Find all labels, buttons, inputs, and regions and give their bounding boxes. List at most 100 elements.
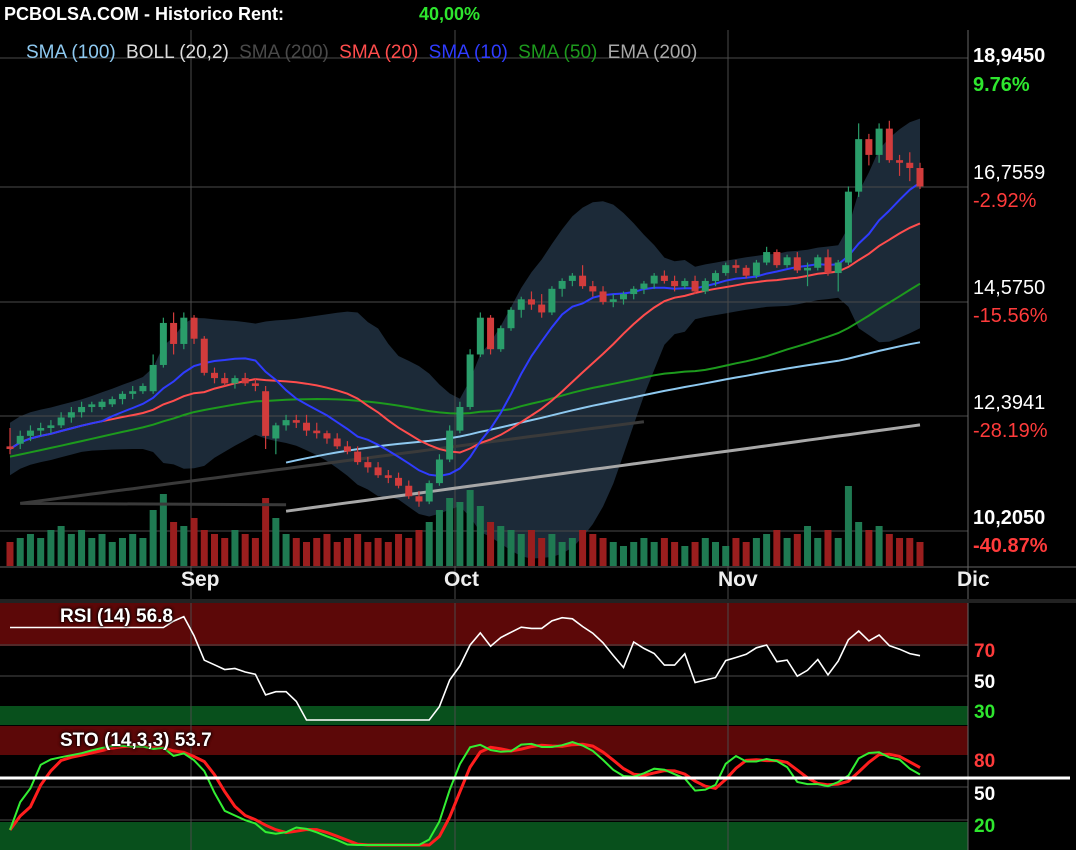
volume-bar — [37, 538, 45, 566]
volume-bar — [517, 534, 525, 566]
volume-bar — [558, 542, 566, 566]
volume-bar — [170, 522, 178, 566]
volume-bar — [814, 538, 822, 566]
candle-body — [773, 252, 781, 266]
candle-body — [384, 475, 392, 478]
volume-bar — [916, 542, 924, 566]
volume-bar — [640, 538, 648, 566]
volume-bar — [425, 522, 433, 566]
sto-k-line — [9, 740, 921, 846]
volume-bar — [804, 526, 812, 566]
volume-bar — [650, 542, 658, 566]
volume-bar — [180, 526, 188, 566]
volume-bar — [149, 510, 157, 566]
candle-body — [609, 299, 617, 302]
sto-level-80: 80 — [974, 751, 996, 772]
candle-body — [57, 417, 65, 426]
volume-bar — [364, 542, 372, 566]
candle-body — [395, 477, 403, 486]
candle-body — [210, 372, 218, 379]
price-tick-1: 16,7559 — [973, 162, 1046, 184]
candle-body — [681, 280, 689, 287]
rsi-title: RSI (14) 56.8 — [60, 606, 173, 627]
volume-bar — [497, 526, 505, 566]
volume-bar — [262, 498, 270, 566]
legend-sma20: SMA (20) — [339, 42, 419, 63]
volume-bar — [292, 538, 300, 566]
volume-bar — [763, 534, 771, 566]
candle-body — [763, 252, 771, 263]
volume-bar — [395, 534, 403, 566]
legend-sma200: SMA (200) — [239, 42, 329, 63]
volume-bar — [57, 526, 65, 566]
candle-body — [855, 139, 863, 192]
legend-ema200: EMA (200) — [607, 42, 698, 63]
candle-body — [732, 265, 740, 268]
candle-body — [405, 485, 413, 497]
candle-body — [885, 128, 893, 161]
candle-body — [834, 262, 842, 274]
volume-bar — [47, 530, 55, 566]
candle-body — [712, 273, 720, 281]
rsi-level-70: 70 — [974, 641, 996, 662]
volume-bar — [507, 530, 515, 566]
volume-bar — [190, 518, 198, 566]
rsi-oversold-zone — [0, 706, 968, 725]
candle-body — [180, 317, 188, 344]
sto-level-50: 50 — [974, 784, 996, 805]
volume-bar — [282, 534, 290, 566]
candle-body — [742, 267, 750, 276]
volume-bar — [108, 542, 116, 566]
volume-bar — [630, 542, 638, 566]
rent-value: 40,00% — [419, 4, 481, 24]
candle-body — [292, 420, 300, 423]
candle-body — [374, 467, 382, 476]
month-label-dic: Dic — [957, 568, 990, 591]
candle-body — [435, 459, 443, 484]
volume-bar — [354, 534, 362, 566]
candle-body — [343, 446, 351, 452]
pct-tick-2: -15.56% — [973, 305, 1048, 327]
candle-body — [139, 385, 147, 392]
pct-tick-4: -40.87% — [973, 535, 1048, 557]
volume-bar — [568, 538, 576, 566]
volume-bar — [405, 538, 413, 566]
volume-bar — [742, 542, 750, 566]
volume-bar — [374, 538, 382, 566]
volume-bar — [824, 530, 832, 566]
candle-body — [415, 496, 423, 502]
candle-body — [364, 462, 372, 468]
volume-bar — [415, 530, 423, 566]
candle-body — [507, 309, 515, 329]
candle-body — [108, 399, 116, 405]
candle-body — [354, 451, 362, 463]
volume-bar — [118, 538, 126, 566]
candle-body — [804, 267, 812, 271]
candle-body — [844, 191, 852, 263]
volume-bar — [906, 538, 914, 566]
volume-bar — [885, 534, 893, 566]
volume-bar — [272, 518, 280, 566]
volume-bar — [865, 530, 873, 566]
volume-bar — [26, 534, 34, 566]
candle-body — [241, 378, 249, 384]
legend-sma10: SMA (10) — [428, 42, 508, 63]
chart-title: PCBOLSA.COM - Historico Rent: — [4, 4, 285, 24]
bollinger-band — [10, 118, 920, 559]
candle-body — [221, 378, 229, 384]
month-label-oct: Oct — [444, 568, 480, 591]
candle-body — [640, 283, 648, 289]
candle-body — [538, 304, 546, 313]
volume-bar — [712, 542, 720, 566]
price-tick-0: 18,9450 — [973, 45, 1046, 67]
volume-bar — [231, 530, 239, 566]
sma100-line — [285, 341, 921, 464]
volume-bar — [159, 494, 167, 566]
price-tick-4: 10,2050 — [973, 507, 1046, 529]
candle-body — [865, 139, 873, 155]
candle-body — [149, 364, 157, 392]
sma20-line — [9, 222, 921, 454]
candle-body — [78, 406, 86, 413]
pct-tick-3: -28.19% — [973, 420, 1048, 442]
candle-body — [896, 160, 904, 163]
